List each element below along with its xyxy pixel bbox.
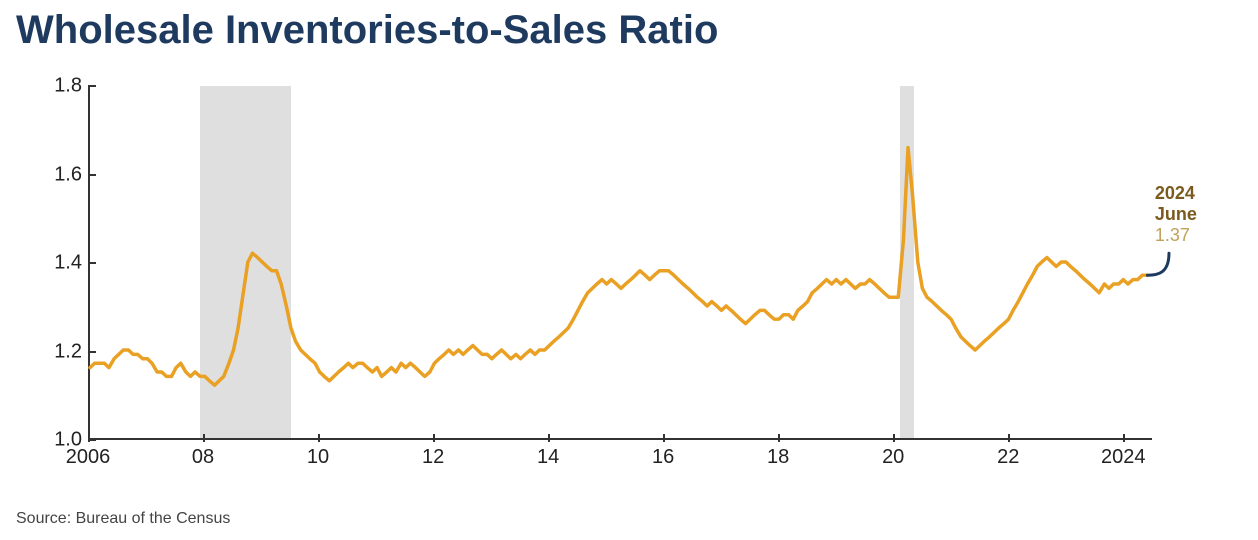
x-tick-mark: [1008, 434, 1010, 442]
x-tick-label: 2024: [1101, 446, 1146, 469]
x-tick-label: 16: [652, 446, 674, 469]
x-tick-label: 22: [997, 446, 1019, 469]
y-tick-mark: [88, 85, 96, 87]
annotation-value: 1.37: [1155, 225, 1197, 246]
chart-container: 1.01.21.41.61.82006081012141618202220242…: [16, 86, 1242, 480]
y-tick-mark: [88, 174, 96, 176]
y-tick-mark: [88, 351, 96, 353]
y-tick-label: 1.4: [54, 252, 82, 275]
x-tick-mark: [433, 434, 435, 442]
x-tick-label: 12: [422, 446, 444, 469]
source-text: Source: Bureau of the Census: [16, 510, 230, 528]
x-tick-mark: [203, 434, 205, 442]
x-tick-mark: [893, 434, 895, 442]
x-tick-label: 2006: [66, 446, 111, 469]
annotation-leader: [1147, 253, 1169, 275]
x-tick-mark: [663, 434, 665, 442]
x-tick-label: 18: [767, 446, 789, 469]
x-tick-label: 08: [192, 446, 214, 469]
chart-title: Wholesale Inventories-to-Sales Ratio: [16, 8, 718, 53]
x-tick-label: 20: [882, 446, 904, 469]
x-tick-mark: [1123, 434, 1125, 442]
x-tick-mark: [778, 434, 780, 442]
y-tick-label: 1.2: [54, 340, 82, 363]
data-line: [90, 148, 1147, 386]
x-tick-mark: [88, 434, 90, 442]
y-tick-label: 1.6: [54, 163, 82, 186]
plot-area: [88, 86, 1152, 440]
annotation-year: 2024: [1155, 183, 1197, 204]
end-annotation: 2024June1.37: [1155, 183, 1197, 245]
x-tick-label: 10: [307, 446, 329, 469]
line-svg: [90, 86, 1152, 438]
x-tick-mark: [548, 434, 550, 442]
x-tick-label: 14: [537, 446, 559, 469]
y-tick-label: 1.8: [54, 75, 82, 98]
x-tick-mark: [318, 434, 320, 442]
y-tick-mark: [88, 262, 96, 264]
annotation-month: June: [1155, 204, 1197, 225]
